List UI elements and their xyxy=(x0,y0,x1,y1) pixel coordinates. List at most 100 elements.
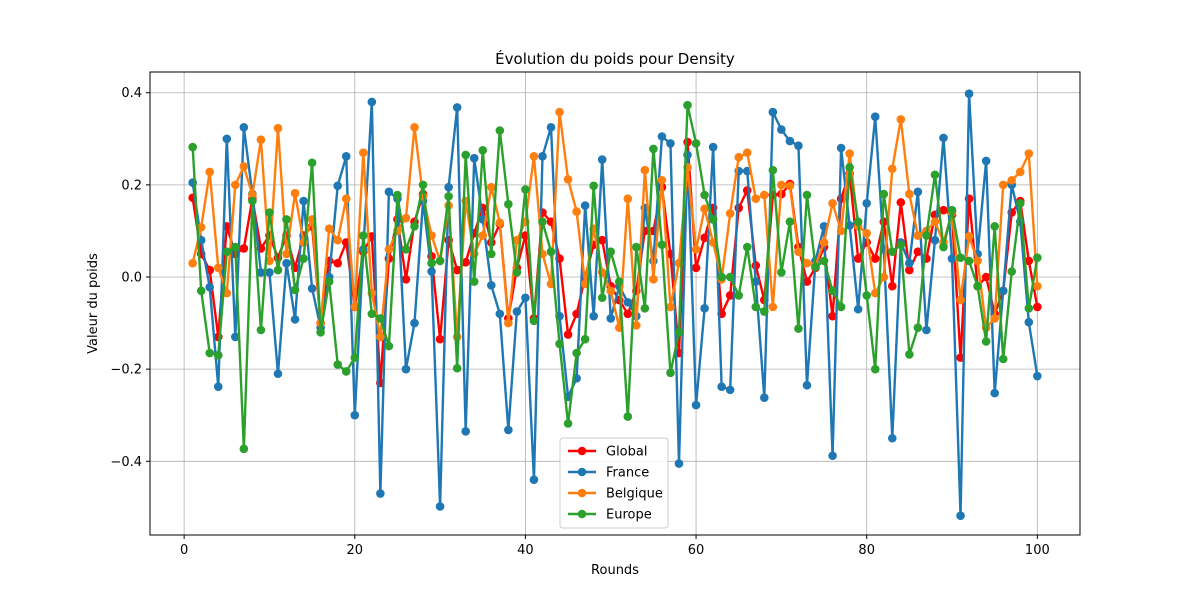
axes-frame xyxy=(149,71,1081,536)
series-line-france xyxy=(191,92,1039,517)
data-point xyxy=(401,245,411,254)
data-point xyxy=(990,314,999,323)
data-point xyxy=(273,369,283,379)
data-point xyxy=(734,291,744,300)
data-point xyxy=(990,388,999,398)
chart-title: Évolution du poids pour Density xyxy=(495,49,735,68)
legend-item-france: France xyxy=(568,466,649,481)
data-point xyxy=(998,286,1008,296)
data-point xyxy=(222,247,232,256)
legend-label: Europe xyxy=(606,508,652,523)
data-point xyxy=(768,107,778,117)
data-point xyxy=(597,293,607,303)
data-point xyxy=(256,325,266,335)
legend-label: Belgique xyxy=(606,487,663,502)
data-point xyxy=(632,242,641,252)
data-point xyxy=(521,293,530,303)
data-point xyxy=(785,217,795,227)
data-point xyxy=(691,400,701,410)
data-point xyxy=(913,247,923,256)
data-point xyxy=(939,133,948,143)
data-point xyxy=(981,156,991,166)
data-point xyxy=(188,258,197,268)
data-point xyxy=(623,298,633,307)
data-point xyxy=(213,351,223,360)
data-point xyxy=(563,419,573,428)
data-point xyxy=(623,412,633,421)
data-point xyxy=(512,307,522,316)
data-point xyxy=(666,139,675,148)
data-point xyxy=(734,152,744,162)
data-point xyxy=(248,196,257,206)
data-point xyxy=(376,332,385,342)
data-point xyxy=(1033,371,1042,381)
data-point xyxy=(964,89,974,98)
data-point xyxy=(341,152,351,161)
data-point xyxy=(410,222,419,231)
data-point xyxy=(802,190,812,200)
data-point xyxy=(427,258,436,268)
data-point xyxy=(231,332,240,342)
data-point xyxy=(981,272,991,282)
data-point xyxy=(657,175,667,185)
data-point xyxy=(862,228,871,238)
data-point xyxy=(606,247,616,256)
data-point xyxy=(384,245,394,254)
data-point xyxy=(666,302,675,312)
data-point xyxy=(862,291,871,300)
data-point xyxy=(632,321,641,330)
data-point xyxy=(964,232,974,241)
data-point xyxy=(836,302,846,312)
legend-item-global: Global xyxy=(568,445,647,460)
data-point xyxy=(452,363,462,373)
data-point xyxy=(469,277,479,286)
data-point xyxy=(845,149,854,158)
data-point xyxy=(538,217,547,227)
data-point xyxy=(350,302,360,312)
data-point xyxy=(939,242,948,252)
data-point xyxy=(486,249,496,259)
data-point xyxy=(529,152,539,161)
legend-item-belgique: Belgique xyxy=(568,487,663,502)
data-point xyxy=(597,235,607,245)
data-point xyxy=(529,475,539,485)
data-point xyxy=(290,188,300,198)
x-tick-label: 20 xyxy=(346,543,363,558)
data-point xyxy=(205,167,215,177)
data-point xyxy=(333,360,343,369)
data-point xyxy=(623,194,633,203)
data-point xyxy=(521,185,530,194)
x-tick-label: 80 xyxy=(858,543,875,558)
data-point xyxy=(341,367,351,376)
data-point xyxy=(887,281,897,291)
data-point xyxy=(794,324,803,333)
data-point xyxy=(828,286,837,296)
data-point xyxy=(922,231,931,240)
data-point xyxy=(760,307,769,316)
data-point xyxy=(819,256,829,266)
data-point xyxy=(802,258,812,268)
data-point xyxy=(742,242,752,252)
data-point xyxy=(461,427,470,436)
data-point xyxy=(444,192,453,201)
data-point xyxy=(794,247,803,256)
data-point xyxy=(418,180,428,190)
data-point xyxy=(853,254,863,263)
legend-marker xyxy=(577,467,587,477)
data-point xyxy=(691,245,701,254)
data-point xyxy=(546,247,556,256)
data-point xyxy=(1007,267,1017,276)
y-tick-label: −0.2 xyxy=(110,363,142,378)
legend-marker xyxy=(577,446,587,456)
data-point xyxy=(239,444,249,454)
data-point xyxy=(589,181,598,191)
data-point xyxy=(461,150,470,160)
data-point xyxy=(384,341,394,351)
data-point xyxy=(290,285,300,295)
data-point xyxy=(828,311,837,321)
data-point xyxy=(324,277,334,286)
data-point xyxy=(555,107,564,117)
data-point xyxy=(998,180,1008,190)
data-point xyxy=(828,451,837,461)
